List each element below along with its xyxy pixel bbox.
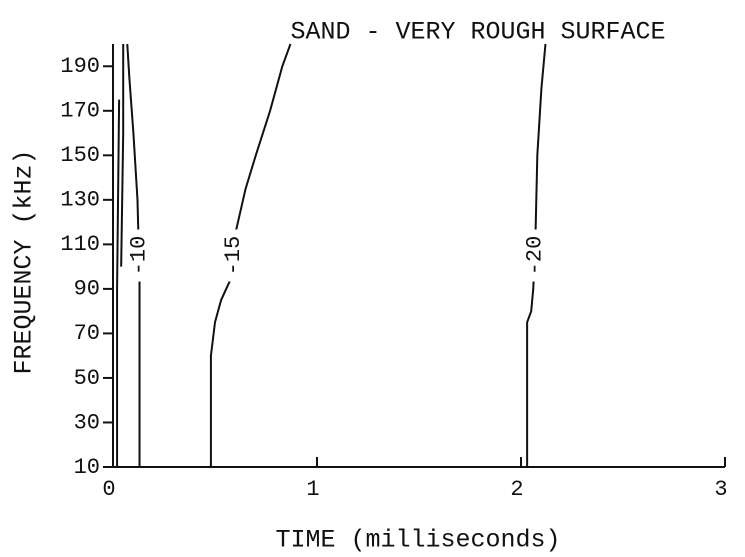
contour-line — [116, 99, 121, 467]
y-tick-label: 130 — [60, 188, 100, 213]
y-tick-label: 30 — [74, 410, 100, 435]
contour-line — [120, 44, 125, 267]
contour-label-bg — [221, 229, 246, 282]
chart-title: SAND - VERY ROUGH SURFACE — [290, 18, 665, 47]
x-tick-label: 0 — [102, 477, 115, 502]
y-tick-label: 150 — [60, 143, 100, 168]
contour-label: -10 — [127, 236, 152, 276]
x-tick-label: 3 — [714, 477, 727, 502]
y-axis-label: FREQUENCY (kHz) — [10, 149, 39, 374]
contour-label-bg — [126, 229, 151, 282]
x-tick-label: 1 — [306, 477, 319, 502]
y-tick-label: 170 — [60, 99, 100, 124]
y-tick-label: 90 — [74, 277, 100, 302]
contour-line — [126, 43, 141, 467]
y-tick-label: 110 — [60, 232, 100, 257]
y-tick-label: 190 — [60, 54, 100, 79]
contour-label-bg — [522, 229, 547, 282]
contour-label: -20 — [523, 236, 548, 276]
x-axis-label: TIME (milliseconds) — [275, 526, 560, 555]
contour-label: -15 — [221, 236, 246, 276]
y-tick-label: 50 — [74, 366, 100, 391]
y-tick-label: 10 — [74, 455, 100, 480]
x-tick-label: 2 — [510, 477, 523, 502]
y-tick-label: 70 — [74, 321, 100, 346]
